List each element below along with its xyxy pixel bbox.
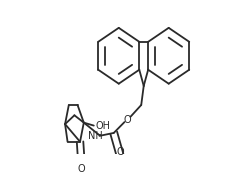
Text: O: O	[78, 164, 85, 174]
Text: NH: NH	[88, 131, 102, 141]
Text: OH: OH	[95, 121, 110, 130]
Text: O: O	[124, 115, 131, 125]
Text: O: O	[116, 147, 124, 157]
